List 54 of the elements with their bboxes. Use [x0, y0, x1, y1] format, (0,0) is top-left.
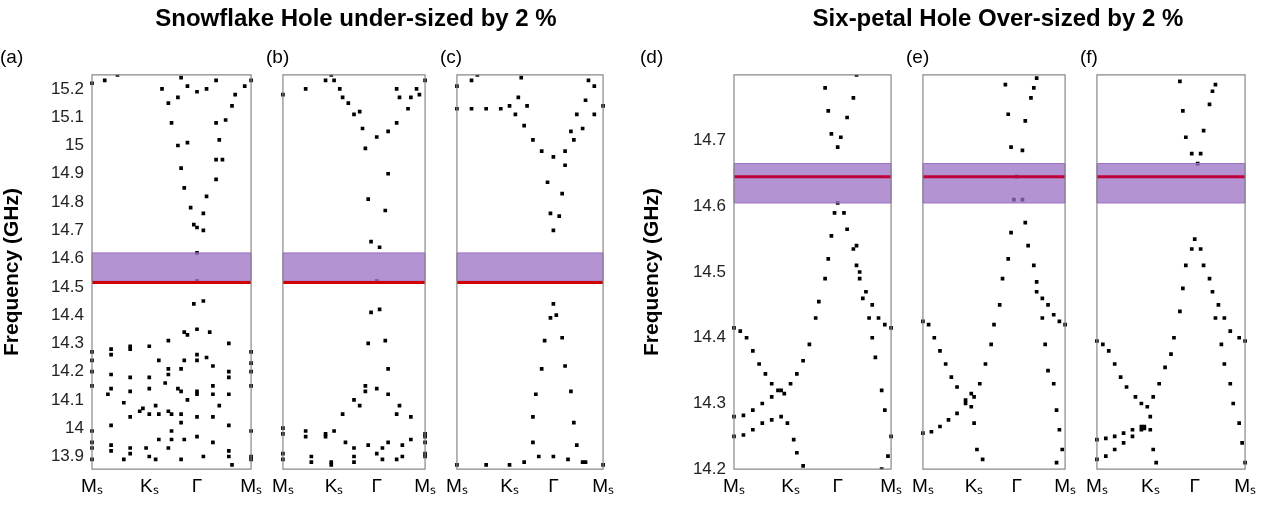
x-tick-label: Mₛ: [272, 474, 294, 496]
x-tick-label: Mₛ: [446, 474, 468, 496]
x-tick-label: Mₛ: [414, 474, 436, 496]
y-tick-label: 14.3: [692, 393, 726, 413]
y-tick-label: 14.3: [50, 333, 84, 353]
x-tick-label: Mₛ: [912, 474, 934, 496]
x-tick-label: Γ: [548, 474, 559, 496]
y-tick-label: 14.6: [692, 195, 726, 215]
y-tick-label: 15.2: [50, 78, 84, 98]
x-tick-label: Γ: [1011, 474, 1022, 496]
y-tick-label: 14.2: [692, 458, 726, 478]
x-tick-label: Kₛ: [324, 474, 344, 496]
y-axis-title: Frequency (GHz): [639, 187, 663, 357]
chart-subtitle: (a): [0, 45, 24, 67]
chart-subtitle: (c): [440, 45, 463, 67]
chart-subtitle: (d): [640, 45, 664, 67]
x-tick-label: Kₛ: [1140, 474, 1160, 496]
y-tick-label: 13.9: [50, 446, 84, 466]
x-tick-label: Kₛ: [781, 474, 800, 496]
y-tick-label: 15.1: [50, 106, 84, 126]
x-tick-label: Kₛ: [964, 474, 984, 496]
x-tick-label: Mₛ: [81, 474, 103, 496]
x-tick-label: Mₛ: [723, 474, 745, 496]
x-tick-label: Mₛ: [880, 474, 902, 496]
x-tick-label: Kₛ: [500, 474, 519, 496]
chart-subtitle: (b): [266, 45, 290, 67]
y-tick-label: 15: [65, 135, 84, 155]
y-tick-label: 14.4: [692, 327, 726, 347]
text: Snowflake Hole under-sized by 2 %: [155, 4, 557, 32]
y-tick-label: 14.7: [692, 130, 726, 150]
y-tick-label: 14.2: [50, 361, 84, 381]
x-tick-label: Mₛ: [1234, 474, 1256, 496]
x-tick-label: Γ: [371, 474, 382, 496]
chart-subtitle: (f): [1080, 45, 1098, 67]
x-tick-label: Kₛ: [139, 474, 159, 496]
y-tick-label: 14.4: [50, 304, 84, 324]
y-tick-label: 14.5: [692, 261, 726, 281]
y-tick-label: 14.1: [50, 389, 84, 409]
chart-subtitle: (e): [906, 45, 930, 67]
x-tick-label: Γ: [1189, 474, 1200, 496]
y-tick-label: 14.6: [50, 248, 84, 268]
x-tick-label: Mₛ: [240, 474, 262, 496]
y-tick-label: 14.9: [50, 163, 84, 183]
y-tick-label: 14.8: [50, 191, 84, 211]
x-tick-label: Mₛ: [1086, 474, 1108, 496]
y-axis-title: Frequency (GHz): [0, 187, 23, 357]
y-tick-label: 14.7: [50, 219, 84, 239]
y-tick-label: 14.5: [50, 276, 84, 296]
x-tick-label: Γ: [832, 474, 843, 496]
x-tick-label: Γ: [191, 474, 203, 496]
x-tick-label: Mₛ: [1054, 474, 1076, 496]
x-tick-label: Mₛ: [592, 474, 614, 496]
y-tick-label: 14: [65, 417, 84, 437]
text: Six-petal Hole Over-sized by 2 %: [812, 4, 1184, 32]
